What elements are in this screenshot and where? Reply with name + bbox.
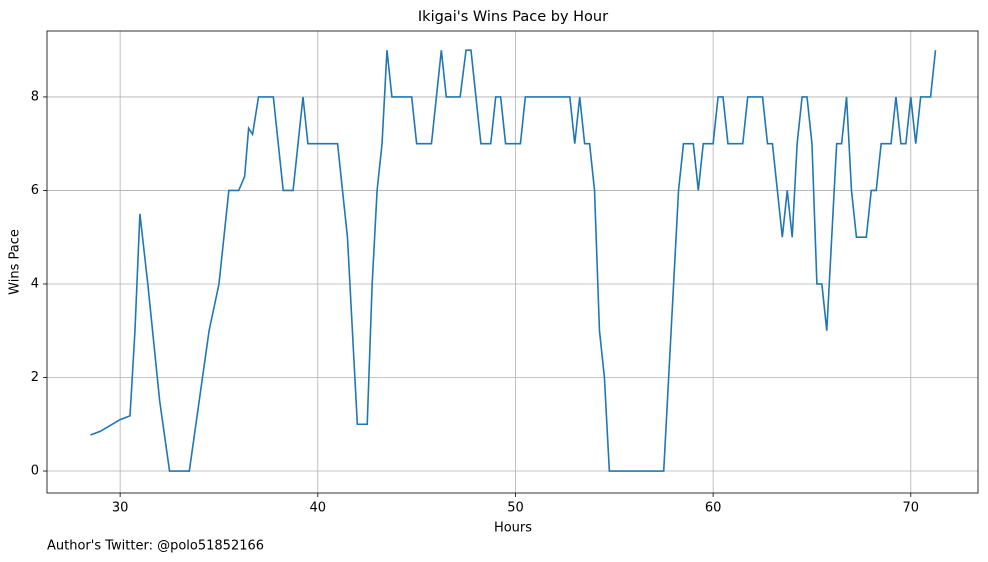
y-tick-label: 0: [31, 464, 39, 479]
y-axis-label: Wins Pace: [8, 229, 23, 295]
y-tick-label: 8: [31, 89, 39, 104]
y-tick-label: 2: [31, 370, 39, 385]
x-tick-label: 70: [903, 501, 920, 516]
chart-title: Ikigai's Wins Pace by Hour: [418, 9, 608, 25]
plot-frame: [46, 30, 979, 494]
y-tick-label: 6: [31, 183, 39, 198]
x-axis-label: Hours: [494, 521, 532, 536]
x-tick-label: 30: [112, 501, 129, 516]
x-tick-label: 60: [705, 501, 722, 516]
x-tick-label: 40: [310, 501, 327, 516]
data-line: [90, 49, 937, 472]
footnote: Author's Twitter: @polo51852166: [47, 539, 264, 554]
x-tick-label: 50: [507, 501, 524, 516]
y-tick-label: 4: [31, 276, 39, 291]
